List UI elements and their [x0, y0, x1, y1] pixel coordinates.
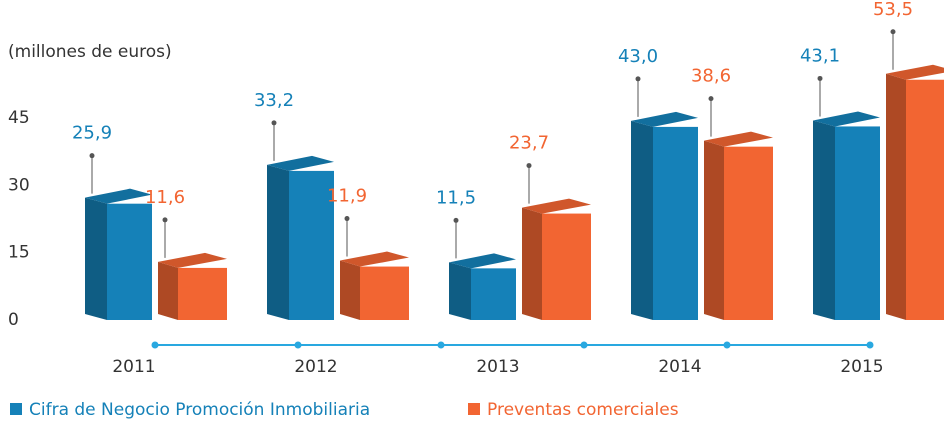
value-label: 53,5 [873, 0, 913, 20]
value-label: 23,7 [509, 133, 549, 154]
bar [471, 268, 516, 320]
bar [906, 79, 944, 321]
pin-dot [453, 217, 459, 223]
x-tick-label: 2012 [294, 357, 337, 377]
bar-side [813, 120, 835, 320]
axis-dot [294, 341, 302, 349]
bar [178, 267, 227, 320]
bar-side [267, 164, 289, 320]
y-tick-label: 45 [8, 108, 30, 128]
pin-dot [89, 153, 95, 159]
bar-top [267, 155, 334, 171]
pin-dot [271, 120, 277, 126]
bar-top [631, 111, 698, 127]
bar-side [449, 262, 471, 320]
value-label: 11,6 [145, 187, 185, 208]
bar-side [85, 197, 107, 320]
axis-dot [866, 341, 874, 349]
x-tick-label: 2015 [840, 357, 883, 377]
bar-side [340, 260, 360, 320]
x-tick-label: 2011 [112, 357, 155, 377]
bar-top [813, 111, 880, 127]
y-axis-label: (millones de euros) [8, 42, 172, 62]
value-label: 33,2 [254, 90, 294, 111]
bar [107, 203, 152, 320]
value-label: 43,1 [800, 45, 840, 66]
bar [835, 126, 880, 320]
pin-dot [526, 163, 532, 169]
axis-dot [580, 341, 588, 349]
bar [653, 126, 698, 321]
axis-dot [151, 341, 159, 349]
bar-top [449, 253, 516, 269]
bar-side [631, 120, 653, 321]
x-tick-label: 2013 [476, 357, 519, 377]
value-label: 11,5 [436, 187, 476, 208]
x-tick-label: 2014 [658, 357, 701, 377]
bar-side [704, 140, 724, 320]
legend-swatch [10, 403, 22, 415]
axis-dot [437, 341, 445, 349]
bar-top [522, 198, 591, 214]
pin-dot [635, 76, 641, 82]
value-label: 11,9 [327, 186, 367, 207]
bar-side [522, 207, 542, 320]
bar-side [886, 73, 906, 321]
bar-top [886, 64, 944, 80]
legend-swatch [468, 403, 480, 415]
bar-top [340, 251, 409, 267]
bar-top [85, 188, 152, 204]
bar-top [704, 131, 773, 147]
y-tick-label: 15 [8, 243, 30, 263]
pin-dot [162, 217, 168, 223]
axis-dot [723, 341, 731, 349]
y-tick-label: 30 [8, 175, 30, 195]
legend-label: Preventas comerciales [487, 400, 679, 420]
pin-dot [890, 29, 896, 35]
pin-dot [344, 216, 350, 222]
y-tick-label: 0 [8, 310, 19, 330]
pin-dot [708, 96, 714, 102]
bar [289, 170, 334, 320]
value-label: 38,6 [691, 66, 731, 87]
bar-top [158, 252, 227, 268]
bar [724, 146, 773, 320]
bar [360, 266, 409, 320]
value-label: 25,9 [72, 123, 112, 144]
value-label: 43,0 [618, 46, 658, 67]
bar-side [158, 261, 178, 320]
legend-label: Cifra de Negocio Promoción Inmobiliaria [29, 400, 370, 420]
pin-dot [817, 75, 823, 81]
bar [542, 213, 591, 320]
